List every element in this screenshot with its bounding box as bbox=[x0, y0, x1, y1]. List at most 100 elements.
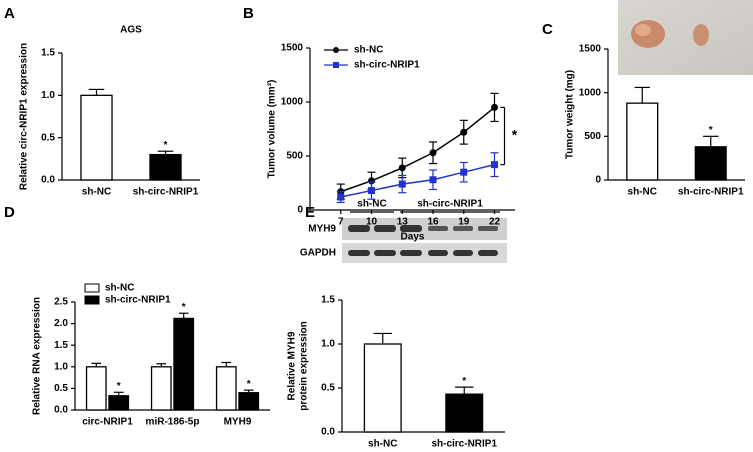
blot-group-label: sh-circ-NRIP1 bbox=[417, 199, 483, 210]
panel-label: A bbox=[4, 5, 15, 22]
blot-row-label: MYH9 bbox=[308, 224, 336, 235]
y-tick-label: 0.5 bbox=[41, 132, 55, 143]
y-tick-label: 1.0 bbox=[321, 339, 335, 350]
marker bbox=[398, 180, 406, 188]
bar bbox=[215, 366, 237, 411]
x-tick-label: sh-circ-NRIP1 bbox=[678, 187, 744, 198]
x-tick-label: sh-circ-NRIP1 bbox=[133, 187, 199, 198]
y-tick-label: 1000 bbox=[579, 87, 602, 98]
y-tick-label: 0 bbox=[297, 205, 303, 216]
x-tick-label: sh-NC bbox=[368, 439, 397, 450]
significance-mark: * bbox=[182, 302, 186, 313]
y-tick-label: 1.5 bbox=[54, 340, 68, 351]
marker bbox=[460, 168, 468, 176]
y-tick-label: 500 bbox=[286, 151, 303, 162]
y-tick-label: 2.5 bbox=[54, 297, 68, 308]
bar bbox=[445, 393, 484, 433]
significance-mark: * bbox=[164, 140, 168, 151]
significance-mark: * bbox=[247, 379, 251, 390]
y-tick-label: 1.0 bbox=[54, 361, 68, 372]
x-tick-label: circ-NRIP1 bbox=[82, 417, 133, 428]
marker bbox=[429, 176, 437, 184]
significance-mark: * bbox=[512, 127, 518, 143]
y-tick-label: 1000 bbox=[281, 97, 304, 108]
y-tick-label: 0.5 bbox=[321, 383, 335, 394]
x-tick-label: 19 bbox=[458, 217, 470, 228]
bar bbox=[363, 343, 402, 433]
bar bbox=[694, 146, 727, 181]
panel-label: B bbox=[243, 5, 254, 22]
y-axis-label: Tumor volume (mm³) bbox=[267, 80, 278, 179]
marker bbox=[368, 177, 375, 185]
blot-row-label: GAPDH bbox=[300, 248, 336, 259]
significance-mark: * bbox=[117, 381, 121, 392]
panel-label: D bbox=[4, 204, 15, 221]
x-tick-label: sh-NC bbox=[628, 187, 657, 198]
legend-label: sh-NC bbox=[105, 283, 134, 294]
x-tick-label: 22 bbox=[489, 217, 501, 228]
y-tick-label: 0.0 bbox=[54, 405, 68, 416]
x-tick-label: 10 bbox=[366, 217, 378, 228]
y-tick-label: 1.0 bbox=[41, 90, 55, 101]
line bbox=[340, 106, 495, 193]
bar bbox=[85, 366, 107, 411]
legend-marker bbox=[333, 47, 339, 53]
bar bbox=[150, 366, 172, 411]
y-axis-label: Relative MYH9 bbox=[287, 331, 298, 400]
y-tick-label: 0.0 bbox=[41, 175, 55, 186]
y-tick-label: 1.5 bbox=[41, 48, 55, 59]
marker bbox=[429, 149, 437, 157]
blot-strip bbox=[342, 243, 507, 263]
legend-swatch bbox=[84, 283, 100, 293]
y-axis-label: Relative circ-NRIP1 expression bbox=[19, 43, 30, 190]
y-axis-label: Relative RNA expression bbox=[32, 297, 43, 415]
marker bbox=[368, 187, 375, 195]
x-tick-label: sh-NC bbox=[82, 187, 111, 198]
x-tick-label: MYH9 bbox=[224, 417, 252, 428]
tumor-photo bbox=[693, 24, 709, 46]
blot-bands bbox=[348, 225, 498, 256]
y-tick-label: 0.0 bbox=[321, 427, 335, 438]
marker bbox=[491, 103, 498, 111]
x-tick-label: 16 bbox=[427, 217, 439, 228]
y-tick-label: 0.5 bbox=[54, 383, 68, 394]
panel-label: E bbox=[305, 204, 315, 221]
x-tick-label: miR-186-5p bbox=[146, 417, 200, 428]
panel-label: C bbox=[542, 21, 553, 38]
x-axis-label: Days bbox=[401, 232, 425, 243]
bar bbox=[626, 102, 659, 181]
marker bbox=[398, 164, 406, 172]
legend-swatch bbox=[84, 295, 100, 305]
legend-marker bbox=[333, 62, 339, 68]
y-axis-label: Tumor weight (mg) bbox=[565, 70, 576, 159]
bar bbox=[173, 317, 195, 411]
line bbox=[340, 163, 495, 198]
y-tick-label: 2.0 bbox=[54, 318, 68, 329]
y-tick-label: 1500 bbox=[579, 44, 602, 55]
bar bbox=[149, 153, 182, 181]
legend-label: sh-circ-NRIP1 bbox=[105, 295, 171, 306]
bar bbox=[108, 395, 130, 411]
chart-title: AGS bbox=[120, 25, 142, 36]
y-tick-label: 1500 bbox=[281, 43, 304, 54]
bar bbox=[80, 94, 113, 181]
marker bbox=[460, 128, 468, 136]
y-axis-label: protein expression bbox=[299, 321, 310, 410]
marker bbox=[337, 193, 345, 201]
bar bbox=[238, 392, 260, 411]
legend-label: sh-circ-NRIP1 bbox=[354, 60, 420, 71]
marker bbox=[491, 161, 498, 169]
legend-label: sh-NC bbox=[354, 45, 383, 56]
tumor-photo bbox=[635, 24, 651, 36]
y-tick-label: 0 bbox=[595, 175, 601, 186]
blot-strip bbox=[342, 218, 507, 240]
x-tick-label: sh-circ-NRIP1 bbox=[431, 439, 497, 450]
significance-mark: * bbox=[709, 125, 713, 136]
y-tick-label: 1.5 bbox=[321, 295, 335, 306]
y-tick-label: 500 bbox=[584, 131, 601, 142]
significance-mark: * bbox=[462, 376, 466, 387]
x-tick-label: 13 bbox=[397, 217, 409, 228]
x-tick-label: 7 bbox=[338, 217, 344, 228]
